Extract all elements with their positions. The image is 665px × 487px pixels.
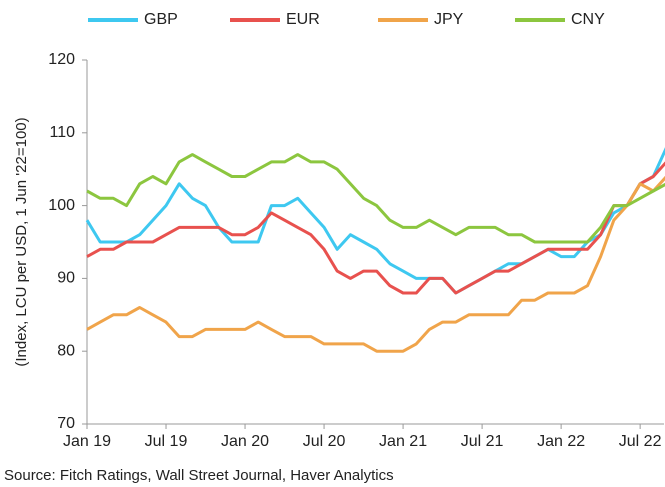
- y-tick-label: 120: [48, 51, 75, 68]
- x-tick-label: Jan 22: [537, 433, 585, 450]
- y-tick-label: 110: [49, 124, 75, 141]
- series-line: [86, 175, 665, 353]
- x-tick-label: Jul 22: [619, 433, 662, 450]
- series-line: [86, 161, 665, 295]
- legend-label: CNY: [571, 11, 605, 28]
- legend-label: GBP: [144, 11, 178, 28]
- y-tick-label: 100: [48, 197, 75, 214]
- series-line: [85, 147, 665, 295]
- y-axis-label: (Index, LCU per USD, 1 Jun '22=100): [13, 117, 30, 366]
- legend-label: EUR: [286, 11, 320, 28]
- series-line: [86, 153, 665, 244]
- x-tick-label: Jul 19: [145, 433, 188, 450]
- x-tick-label: Jul 20: [303, 433, 346, 450]
- x-tick-label: Jan 21: [379, 433, 427, 450]
- legend-label: JPY: [434, 11, 464, 28]
- x-tick-label: Jan 19: [63, 433, 111, 450]
- y-tick-label: 90: [57, 270, 75, 287]
- x-tick-label: Jul 21: [461, 433, 504, 450]
- y-tick-label: 80: [57, 342, 75, 359]
- source-note: Source: Fitch Ratings, Wall Street Journ…: [4, 467, 394, 484]
- y-tick-label: 70: [57, 415, 75, 432]
- x-tick-label: Jan 20: [221, 433, 269, 450]
